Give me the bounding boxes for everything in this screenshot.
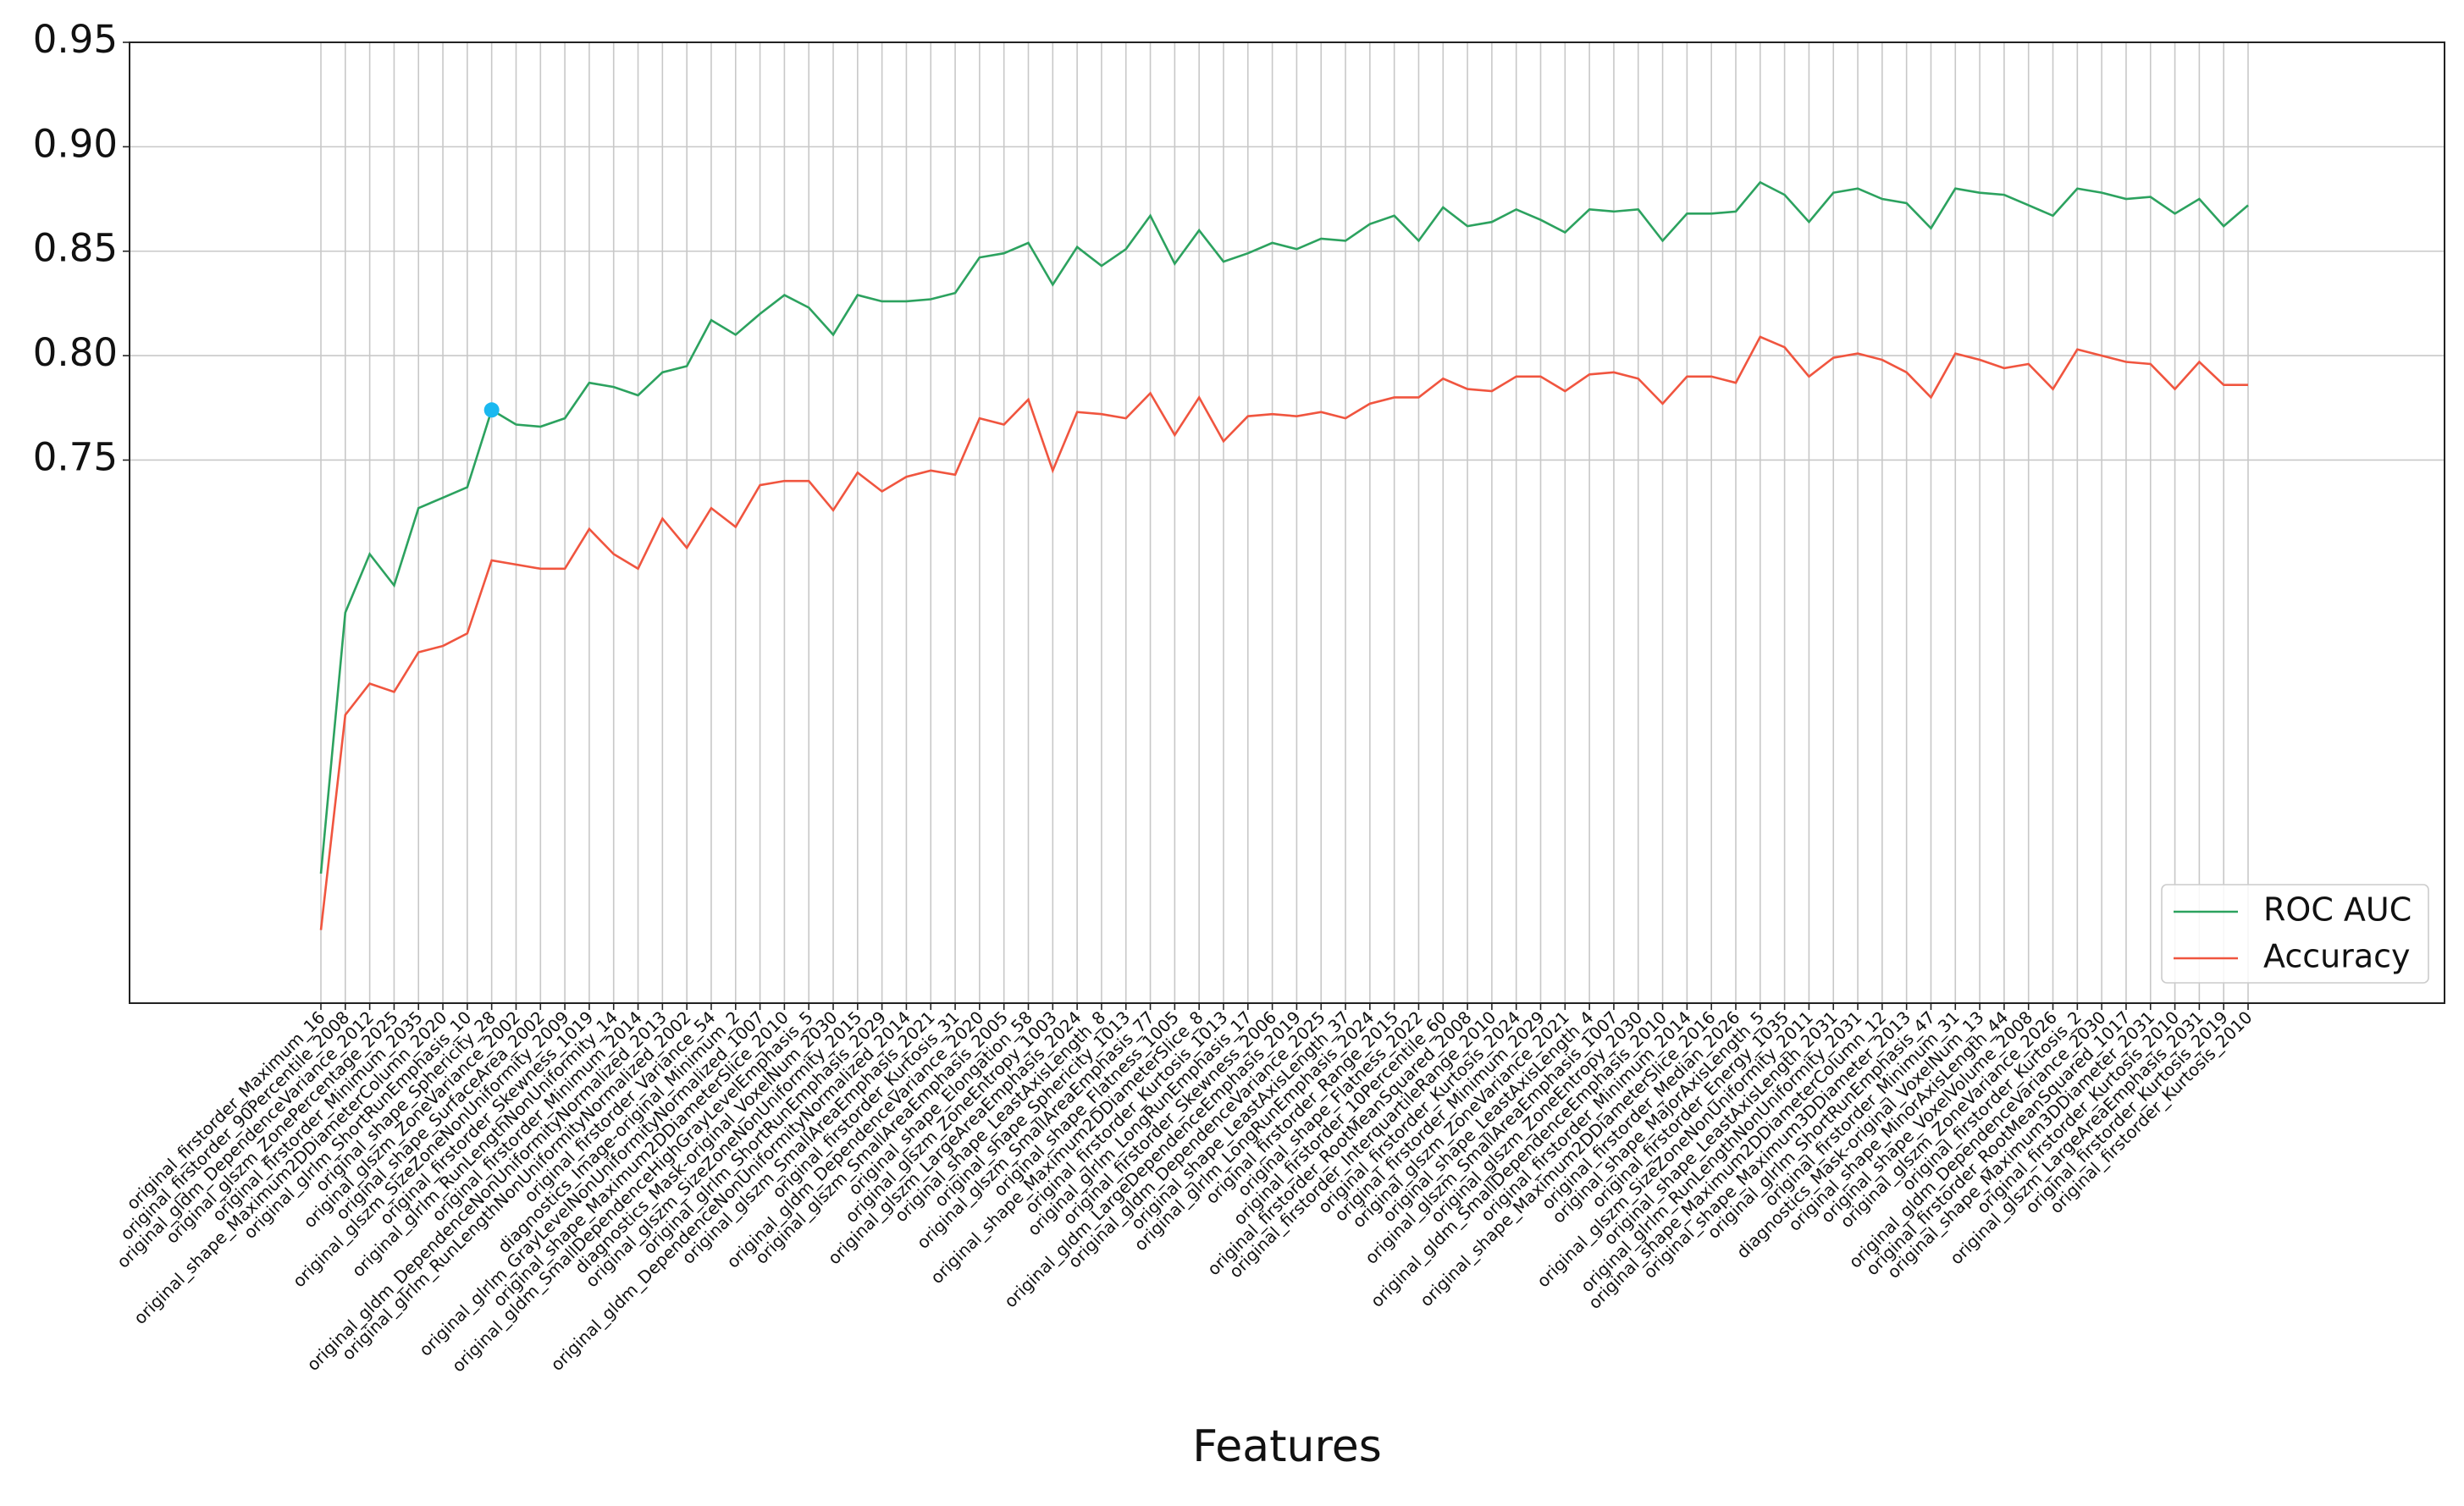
highlight-point bbox=[483, 402, 500, 418]
y-tick-label: 0.95 bbox=[33, 17, 118, 62]
y-tick-label: 0.75 bbox=[33, 434, 118, 479]
y-tick-label: 0.90 bbox=[33, 121, 118, 166]
legend-label: ROC AUC bbox=[2263, 891, 2412, 929]
legend-label: Accuracy bbox=[2263, 938, 2411, 975]
plot-frame bbox=[129, 41, 2445, 1004]
line-series bbox=[319, 180, 2249, 874]
y-tick-label: 0.85 bbox=[33, 226, 118, 271]
line-series bbox=[319, 335, 2248, 930]
x-axis-label: Features bbox=[1192, 1421, 1382, 1472]
legend: ROC AUC Accuracy bbox=[2161, 884, 2429, 984]
y-tick-label: 0.80 bbox=[33, 330, 118, 375]
